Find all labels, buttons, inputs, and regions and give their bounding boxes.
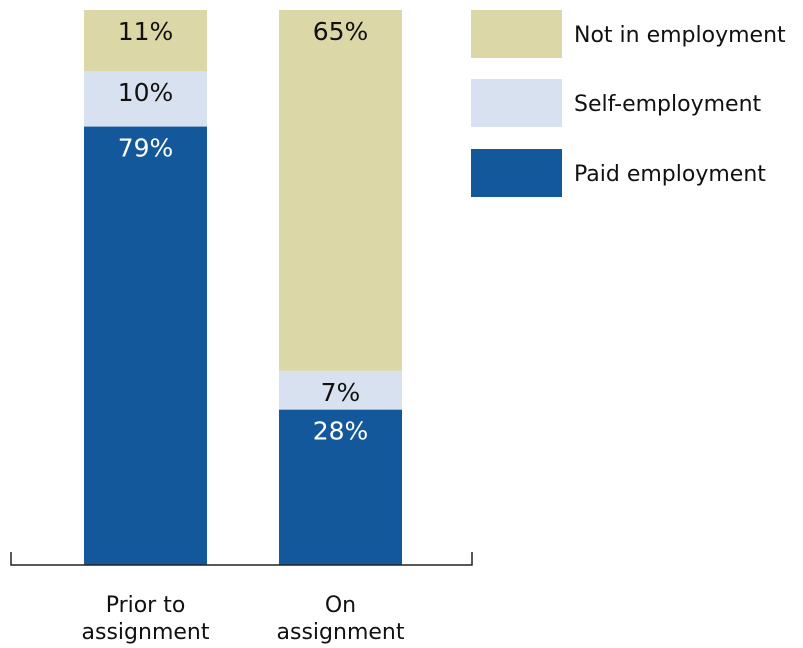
x-tick-label-prior-to-assignment-line-2: assignment: [82, 620, 210, 645]
data-label-paid-employment-prior-to-assignment: 79%: [118, 134, 174, 163]
legend-swatch-self-employment: [471, 79, 562, 127]
x-tick-label-prior-to-assignment-line-1: Prior to: [106, 593, 186, 618]
legend-label-self-employment: Self-employment: [574, 92, 762, 117]
data-label-self-employment-on-assignment: 7%: [321, 378, 361, 407]
legend-swatch-paid-employment: [471, 149, 562, 197]
bar-not-in-employment-on-assignment: [279, 10, 402, 371]
x-tick-label-on-assignment-line-1: On: [325, 593, 356, 618]
bars-group: 79% 10% 11% 28% 7% 65%: [84, 10, 402, 566]
data-label-paid-employment-on-assignment: 28%: [313, 417, 369, 446]
bar-self-employment-prior-to-assignment: [84, 71, 207, 127]
bar-paid-employment-prior-to-assignment: [84, 126, 207, 566]
bar-self-employment-on-assignment: [279, 370, 402, 410]
legend-label-paid-employment: Paid employment: [574, 162, 766, 187]
bar-not-in-employment-prior-to-assignment: [84, 10, 207, 72]
legend-label-not-in-employment: Not in employment: [574, 23, 786, 48]
data-label-not-in-employment-prior-to-assignment: 11%: [118, 17, 174, 46]
x-tick-label-on-assignment-line-2: assignment: [277, 620, 405, 645]
bar-paid-employment-on-assignment: [279, 409, 402, 565]
legend: Not in employment Self-employment Paid emp…: [471, 10, 786, 197]
data-label-not-in-employment-on-assignment: 65%: [313, 17, 369, 46]
x-axis-line: [10, 552, 473, 566]
legend-swatch-not-in-employment: [471, 10, 562, 58]
data-label-self-employment-prior-to-assignment: 10%: [118, 78, 174, 107]
